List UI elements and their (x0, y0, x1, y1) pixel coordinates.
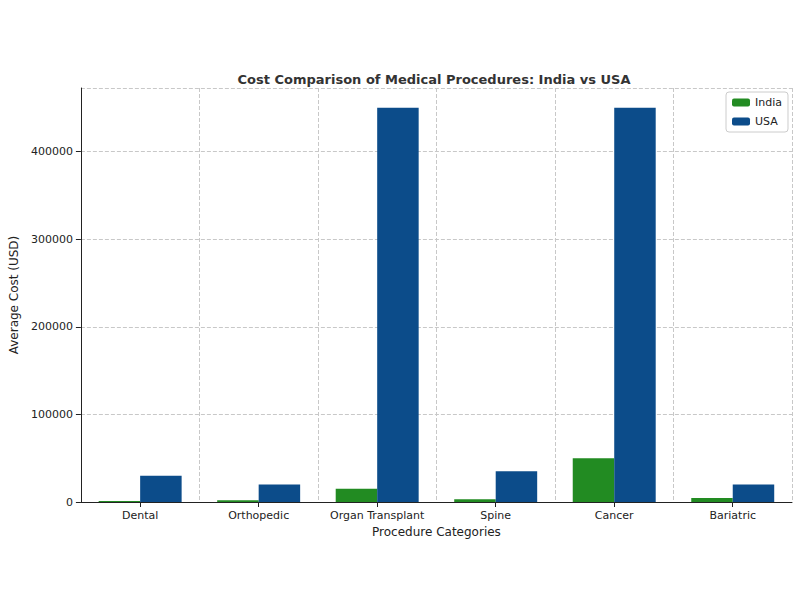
svg-text:Procedure Categories: Procedure Categories (372, 525, 501, 539)
svg-text:USA: USA (755, 115, 778, 128)
svg-text:Cost Comparison of Medical Pro: Cost Comparison of Medical Procedures: I… (238, 72, 631, 87)
svg-text:Orthopedic: Orthopedic (228, 509, 289, 522)
svg-text:Dental: Dental (122, 509, 158, 522)
svg-text:India: India (755, 96, 782, 109)
svg-text:Spine: Spine (480, 509, 511, 522)
svg-text:0: 0 (66, 496, 73, 509)
svg-text:400000: 400000 (31, 145, 73, 158)
svg-text:100000: 100000 (31, 408, 73, 421)
svg-text:300000: 300000 (31, 233, 73, 246)
svg-text:Bariatric: Bariatric (709, 509, 756, 522)
svg-text:Average Cost (USD): Average Cost (USD) (7, 236, 21, 355)
svg-text:200000: 200000 (31, 320, 73, 333)
svg-text:Cancer: Cancer (595, 509, 634, 522)
svg-text:Organ Transplant: Organ Transplant (330, 509, 425, 522)
